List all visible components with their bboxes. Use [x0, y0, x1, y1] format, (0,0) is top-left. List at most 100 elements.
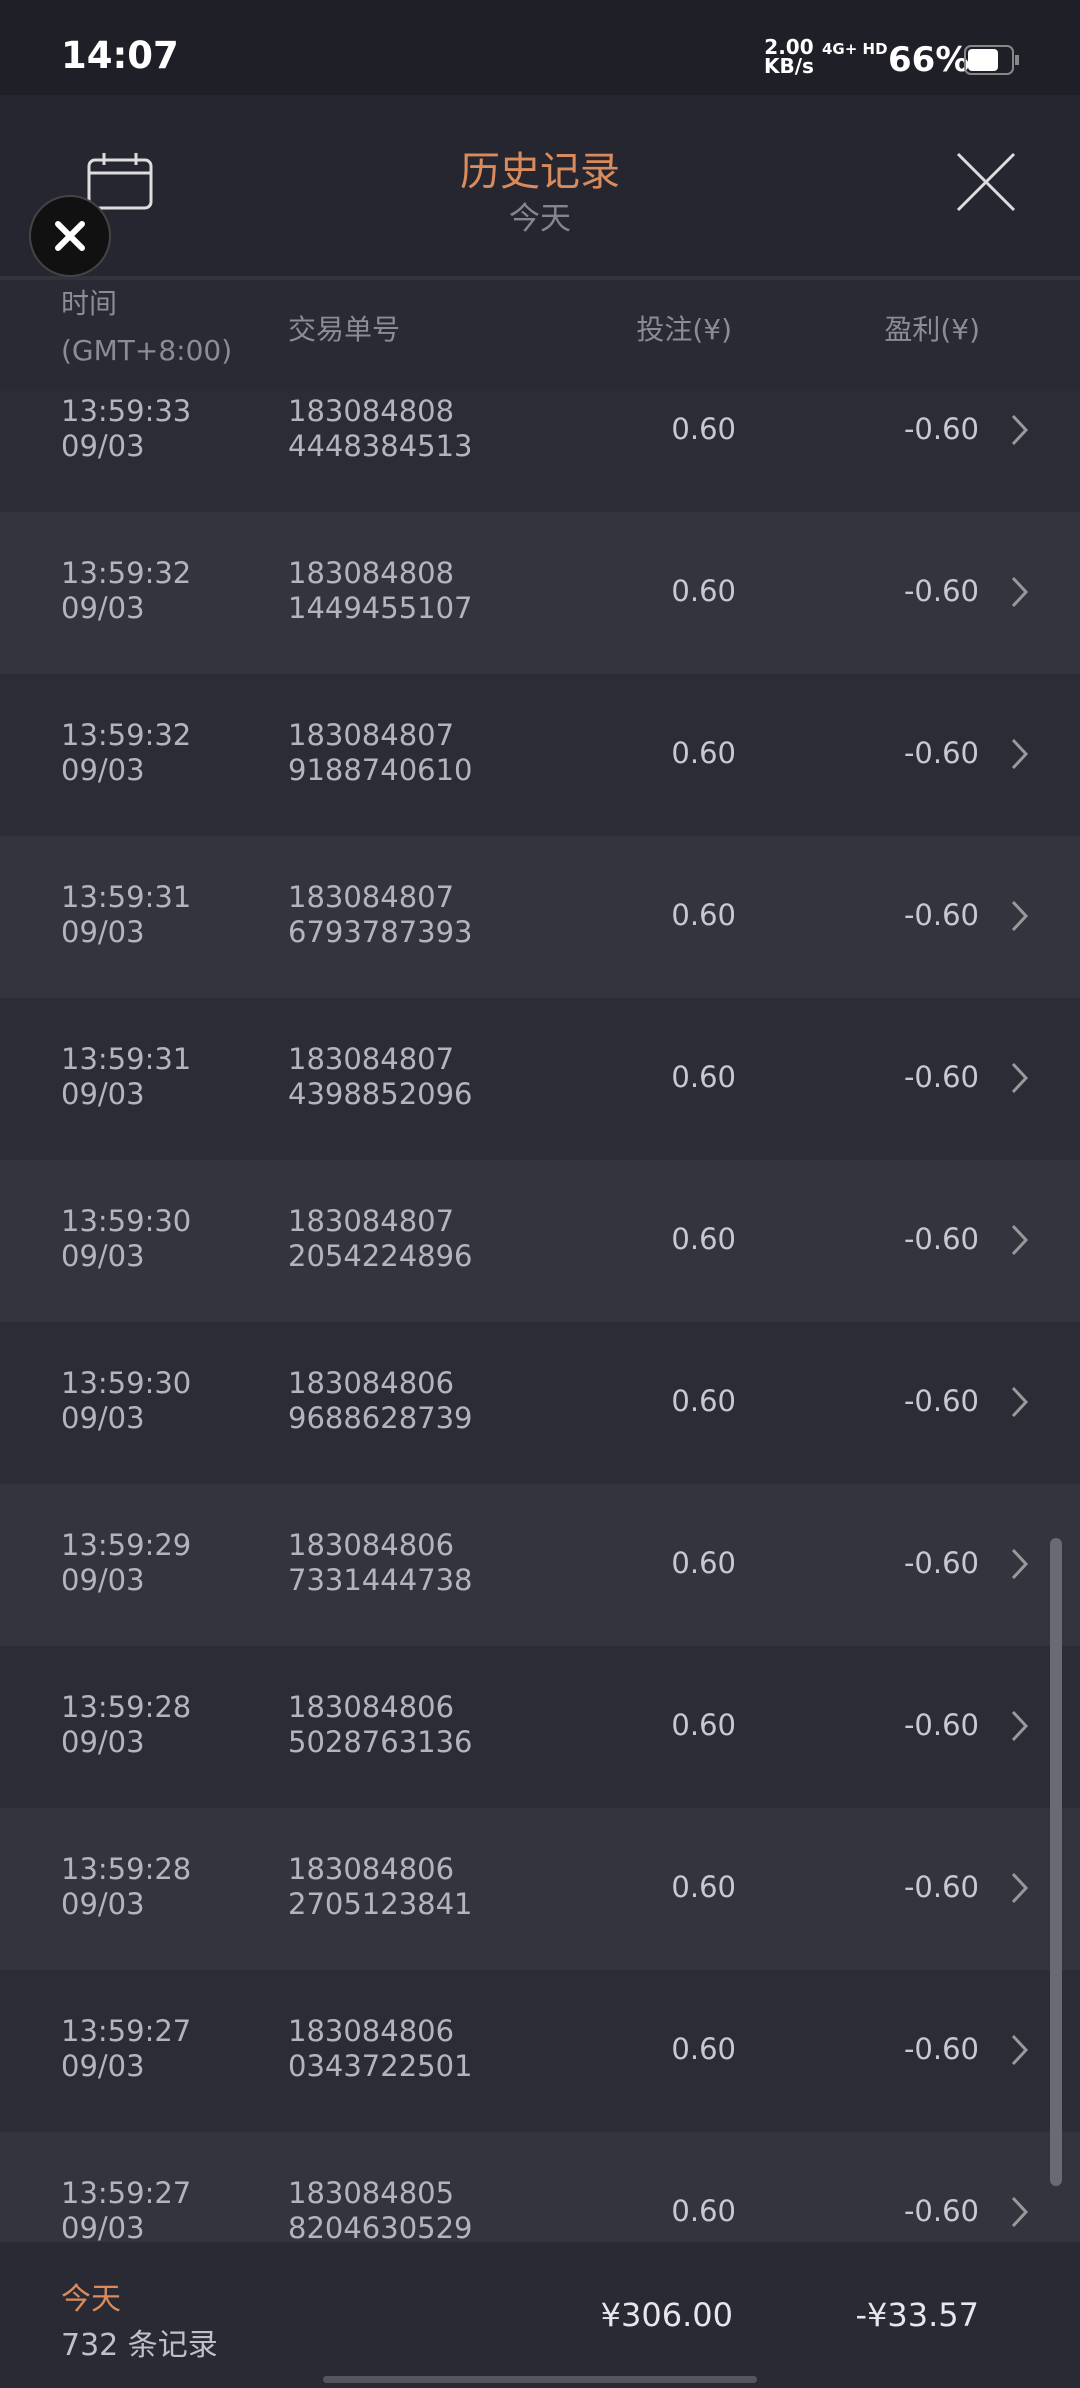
footer: 今天 732 条记录 ¥306.00 -¥33.57: [0, 2242, 1080, 2388]
row-order-suffix: 8204630529: [288, 2211, 473, 2242]
row-date: 09/03: [61, 591, 145, 625]
row-stake: 0.60: [671, 412, 736, 446]
header: 历史记录 今天: [0, 95, 1080, 280]
row-chevron: [1010, 1061, 1030, 1102]
row-date: 09/03: [61, 2211, 145, 2242]
row-stake: 0.60: [671, 1870, 736, 1904]
row-profit: -0.60: [903, 412, 979, 446]
row-chevron: [1010, 575, 1030, 616]
record-row[interactable]: 13:59:28 09/03 183084806 5028763136 0.60 -0.6…: [0, 1646, 1080, 1808]
home-indicator: [323, 2376, 757, 2383]
row-order-suffix: 6793787393: [288, 915, 473, 949]
floating-close[interactable]: [29, 195, 111, 277]
row-chevron: [1010, 2195, 1030, 2236]
chevron-icon: [1011, 1548, 1029, 1580]
row-profit: -0.60: [903, 1384, 979, 1418]
row-date: 09/03: [61, 1887, 145, 1921]
row-order: 183084806: [288, 2014, 455, 2048]
chevron-icon: [1011, 1710, 1029, 1742]
chevron-icon: [1011, 2034, 1029, 2066]
row-date: 09/03: [61, 915, 145, 949]
row-time: 13:59:31: [61, 880, 192, 914]
row-date: 09/03: [61, 1239, 145, 1273]
record-row[interactable]: 13:59:27 09/03 183084805 8204630529 0.60 -0.6…: [0, 2132, 1080, 2242]
row-order-suffix: 4398852096: [288, 1077, 473, 1111]
record-row[interactable]: 13:59:30 09/03 183084806 9688628739 0.60 -0.6…: [0, 1322, 1080, 1484]
row-order-suffix: 9188740610: [288, 753, 473, 787]
row-stake: 0.60: [671, 1708, 736, 1742]
chevron-icon: [1011, 1224, 1029, 1256]
row-stake: 0.60: [671, 736, 736, 770]
row-profit: -0.60: [903, 2194, 979, 2228]
record-row[interactable]: 13:59:31 09/03 183084807 6793787393 0.60 -0.6…: [0, 836, 1080, 998]
chevron-icon: [1011, 2196, 1029, 2228]
record-row[interactable]: 13:59:27 09/03 183084806 0343722501 0.60 -0.6…: [0, 1970, 1080, 2132]
row-stake: 0.60: [671, 898, 736, 932]
net-speed-value: 2.00: [764, 35, 814, 59]
row-profit: -0.60: [903, 2032, 979, 2066]
row-date: 09/03: [61, 1563, 145, 1597]
close-button[interactable]: [955, 151, 1017, 213]
chevron-icon: [1011, 1386, 1029, 1418]
record-count: 732 条记录: [61, 2328, 218, 2363]
record-row[interactable]: 13:59:33 09/03 183084808 4448384513 0.60 -0.6…: [0, 390, 1080, 512]
row-time: 13:59:28: [61, 1852, 192, 1886]
record-row[interactable]: 13:59:32 09/03 183084808 1449455107 0.60 -0.6…: [0, 512, 1080, 674]
col-timezone: (GMT+8:00): [61, 334, 233, 367]
row-order: 183084806: [288, 1366, 455, 1400]
row-order: 183084808: [288, 556, 455, 590]
row-profit: -0.60: [903, 1060, 979, 1094]
row-stake: 0.60: [671, 1060, 736, 1094]
row-order: 183084806: [288, 1852, 455, 1886]
record-row[interactable]: 13:59:32 09/03 183084807 9188740610 0.60 -0.6…: [0, 674, 1080, 836]
row-chevron: [1010, 413, 1030, 454]
row-order-suffix: 2705123841: [288, 1887, 473, 1921]
row-stake: 0.60: [671, 1222, 736, 1256]
row-chevron: [1010, 1223, 1030, 1264]
record-row[interactable]: 13:59:30 09/03 183084807 2054224896 0.60 -0.6…: [0, 1160, 1080, 1322]
row-order: 183084807: [288, 718, 455, 752]
row-chevron: [1010, 1385, 1030, 1426]
clock: 14:07: [61, 34, 179, 77]
record-list: 13:59:33 09/03 183084808 4448384513 0.60 -0.6…: [0, 390, 1080, 2242]
record-row[interactable]: 13:59:31 09/03 183084807 4398852096 0.60 -0.6…: [0, 998, 1080, 1160]
row-profit: -0.60: [903, 1870, 979, 1904]
col-profit: 盈利(¥): [884, 313, 980, 346]
chevron-icon: [1011, 576, 1029, 608]
battery-level: 66%: [888, 40, 970, 80]
col-order: 交易单号: [288, 313, 401, 346]
calendar-button[interactable]: [86, 151, 154, 211]
row-order: 183084807: [288, 1042, 455, 1076]
stake-total: ¥306.00: [600, 2296, 733, 2334]
row-profit: -0.60: [903, 898, 979, 932]
network-type: 4G+ HD: [822, 40, 888, 58]
row-order: 183084807: [288, 880, 455, 914]
profit-total: -¥33.57: [855, 2296, 979, 2334]
row-profit: -0.60: [903, 574, 979, 608]
row-order-suffix: 4448384513: [288, 429, 473, 463]
chevron-icon: [1011, 900, 1029, 932]
row-order-suffix: 0343722501: [288, 2049, 473, 2083]
net-speed: 2.00 KB/s: [764, 35, 814, 76]
row-stake: 0.60: [671, 1546, 736, 1580]
row-order-suffix: 5028763136: [288, 1725, 473, 1759]
row-order: 183084806: [288, 1690, 455, 1724]
chevron-icon: [1011, 1062, 1029, 1094]
row-order-suffix: 9688628739: [288, 1401, 473, 1435]
battery-icon: [964, 45, 1019, 75]
row-order-suffix: 1449455107: [288, 591, 473, 625]
row-profit: -0.60: [903, 1546, 979, 1580]
record-row[interactable]: 13:59:29 09/03 183084806 7331444738 0.60 -0.6…: [0, 1484, 1080, 1646]
row-time: 13:59:27: [61, 2176, 192, 2210]
row-chevron: [1010, 899, 1030, 940]
row-time: 13:59:32: [61, 556, 192, 590]
row-chevron: [1010, 737, 1030, 778]
record-row[interactable]: 13:59:28 09/03 183084806 2705123841 0.60 -0.6…: [0, 1808, 1080, 1970]
row-date: 09/03: [61, 753, 145, 787]
row-stake: 0.60: [671, 574, 736, 608]
row-time: 13:59:30: [61, 1366, 192, 1400]
floating-close-icon: [55, 221, 85, 251]
row-chevron: [1010, 2033, 1030, 2074]
row-order: 183084805: [288, 2176, 455, 2210]
